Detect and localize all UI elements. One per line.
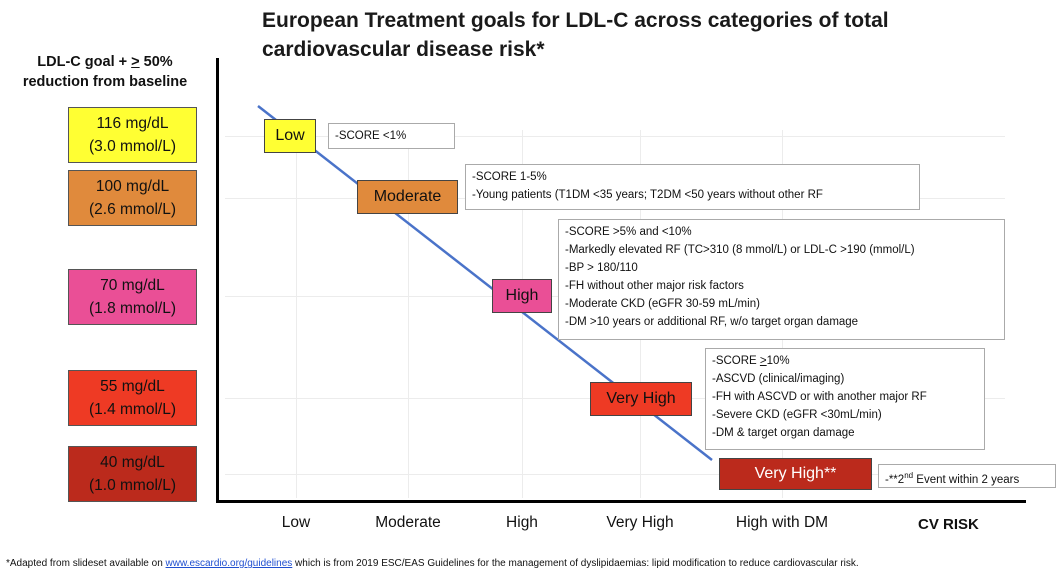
- goal-mmol: (2.6 mmol/L): [89, 201, 176, 218]
- risk-marker-moderate: Moderate: [357, 180, 458, 214]
- criteria-box-moderate: -SCORE 1-5% -Young patients (T1DM <35 ye…: [465, 164, 920, 210]
- risk-marker-very-high: Very High: [590, 382, 692, 416]
- goal-box-100: 100 mg/dL (2.6 mmol/L): [68, 170, 197, 226]
- x-axis: [216, 500, 1026, 503]
- criteria-box-low: -SCORE <1%: [328, 123, 455, 149]
- criteria-box-very-high: -SCORE >10% -ASCVD (clinical/imaging) -F…: [705, 348, 985, 450]
- risk-marker-label: Very High**: [754, 465, 837, 482]
- x-tick-label: Low: [281, 514, 311, 531]
- criteria-item: -FH without other major risk factors: [565, 280, 744, 292]
- risk-marker-label: Low: [275, 127, 305, 144]
- criteria-item: -FH with ASCVD or with another major RF: [712, 391, 927, 403]
- criteria-item: -SCORE >5% and <10%: [565, 226, 692, 238]
- goal-mgdl: 55 mg/dL: [100, 378, 165, 395]
- criteria-box-high: -SCORE >5% and <10% -Markedly elevated R…: [558, 219, 1005, 340]
- goal-mgdl: 70 mg/dL: [100, 277, 165, 294]
- risk-marker-very-high-2nd-event: Very High**: [719, 458, 872, 490]
- goal-mgdl: 100 mg/dL: [95, 178, 170, 195]
- risk-marker-high: High: [492, 279, 552, 313]
- risk-marker-label: Very High: [606, 390, 676, 407]
- criteria-item: -ASCVD (clinical/imaging): [712, 373, 845, 385]
- x-tick-label: Very High: [606, 514, 674, 531]
- criteria-item: -Young patients (T1DM <35 years; T2DM <5…: [472, 189, 823, 201]
- risk-marker-label: High: [505, 287, 539, 304]
- gridline: [522, 130, 523, 498]
- x-tick-label: Moderate: [375, 514, 441, 531]
- criteria-item: -BP > 180/110: [565, 262, 638, 274]
- goal-mgdl: 116 mg/dL: [96, 115, 169, 132]
- guidelines-link[interactable]: www.escardio.org/guidelines: [165, 558, 293, 569]
- goal-box-40: 40 mg/dL (1.0 mmol/L): [68, 446, 197, 502]
- goal-mmol: (1.4 mmol/L): [89, 401, 176, 418]
- y-axis: [216, 58, 219, 503]
- gridline: [296, 130, 297, 498]
- goal-mmol: (1.8 mmol/L): [89, 300, 176, 317]
- gridline: [225, 474, 1005, 475]
- criteria-item: -Moderate CKD (eGFR 30-59 mL/min): [565, 298, 760, 310]
- y-axis-label: LDL-C goal + > 50% reduction from baseli…: [22, 54, 188, 90]
- goal-box-116: 116 mg/dL (3.0 mmol/L): [68, 107, 197, 163]
- goal-box-55: 55 mg/dL (1.4 mmol/L): [68, 370, 197, 426]
- x-axis-title: CV RISK: [918, 516, 979, 533]
- criteria-item: -SCORE 1-5%: [472, 171, 547, 183]
- gridline: [408, 130, 409, 498]
- criteria-item: -Markedly elevated RF (TC>310 (8 mmol/L)…: [565, 244, 915, 256]
- goal-mmol: (1.0 mmol/L): [89, 477, 176, 494]
- goal-mmol: (3.0 mmol/L): [89, 138, 176, 155]
- criteria-item: -Severe CKD (eGFR <30mL/min): [712, 409, 882, 421]
- criteria-box-second-event: -**2nd Event within 2 years: [878, 464, 1056, 488]
- criteria-item: -DM >10 years or additional RF, w/o targ…: [565, 316, 859, 328]
- criteria-item: -SCORE <1%: [335, 130, 407, 142]
- x-tick-label: High with DM: [735, 514, 829, 531]
- criteria-item: -SCORE >10%: [712, 355, 790, 367]
- criteria-item: -DM & target organ damage: [712, 427, 855, 439]
- footnote: *Adapted from slideset available on www.…: [6, 558, 859, 569]
- x-tick-label: High: [506, 514, 538, 531]
- risk-marker-low: Low: [264, 119, 316, 153]
- risk-marker-label: Moderate: [373, 188, 442, 205]
- goal-box-70: 70 mg/dL (1.8 mmol/L): [68, 269, 197, 325]
- criteria-item: -**2nd Event within 2 years: [885, 471, 1020, 486]
- gridline: [225, 136, 1005, 137]
- goal-mgdl: 40 mg/dL: [100, 454, 165, 471]
- chart-title: European Treatment goals for LDL-C acros…: [262, 9, 889, 61]
